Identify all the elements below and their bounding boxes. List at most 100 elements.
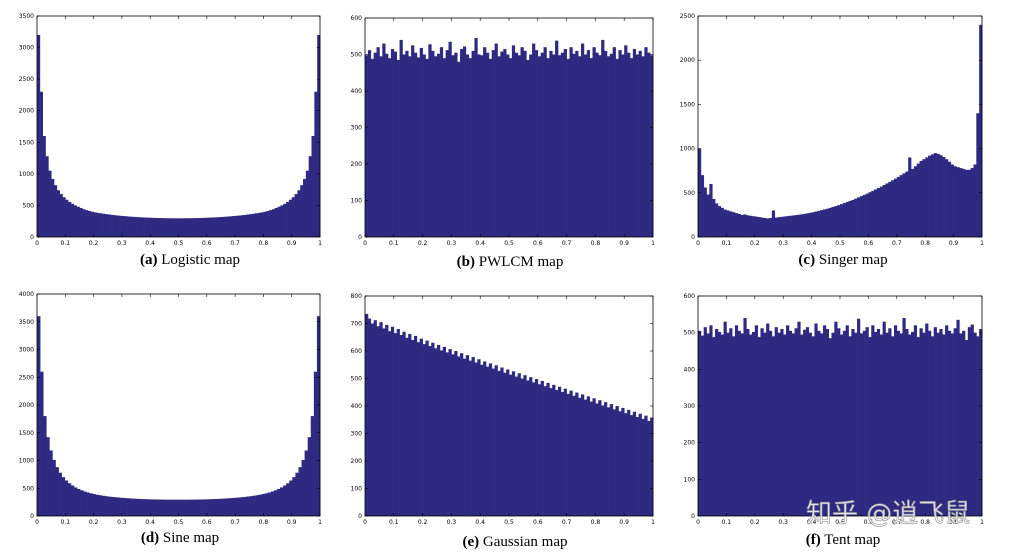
histogram-bar <box>627 52 631 238</box>
histogram-bar <box>811 336 815 516</box>
histogram-bar <box>172 499 176 516</box>
histogram-bar <box>746 215 750 237</box>
histogram-bar <box>777 217 781 237</box>
y-tick-label: 100 <box>351 486 363 493</box>
histogram-bar <box>314 91 318 238</box>
histogram-bar <box>37 316 41 516</box>
y-tick-label: 400 <box>351 88 363 95</box>
chart-panel-e: 0 100 200 300 400 500 600 700 800 0 0.1 0.2 0.3 0.4 0.… <box>351 293 656 550</box>
histogram-bar <box>811 212 815 237</box>
histogram-bar <box>908 157 912 237</box>
x-tick-label: 0.7 <box>230 519 240 526</box>
caption-c: (c) Singer map <box>798 252 887 268</box>
histogram-bar <box>365 55 369 238</box>
caption-label: (e) <box>463 534 480 550</box>
x-tick-label: 0.1 <box>722 519 732 526</box>
histogram-bar <box>258 494 262 516</box>
histogram-bar <box>120 497 124 516</box>
histogram-bar <box>546 58 550 238</box>
histogram-bar <box>45 156 49 237</box>
histogram-bar <box>280 487 284 516</box>
histogram-bar <box>497 370 501 516</box>
histogram-bar <box>511 371 516 516</box>
y-tick-label: 0 <box>691 234 695 241</box>
histogram-bar <box>474 38 478 237</box>
histogram-bar <box>76 206 80 237</box>
histogram-bar <box>575 392 579 516</box>
histogram-bar <box>743 318 747 516</box>
histogram-bar <box>851 329 855 516</box>
x-tick-label: 0.1 <box>61 519 71 526</box>
histogram-bar <box>144 499 149 516</box>
histogram-bar <box>385 324 389 517</box>
histogram-bar <box>439 47 444 238</box>
y-tick-label: 0 <box>358 234 362 241</box>
histogram-bar <box>246 496 250 516</box>
histogram-bar <box>848 336 852 516</box>
histogram-bar <box>138 217 143 237</box>
histogram-bar <box>817 330 821 516</box>
histogram-bar <box>102 213 106 237</box>
histogram-bar <box>822 209 827 237</box>
histogram-bar <box>297 190 301 237</box>
histogram-bar <box>442 346 446 517</box>
histogram-bar <box>295 472 299 516</box>
histogram-bar <box>203 499 207 516</box>
histogram-bar <box>706 194 710 237</box>
histogram-bar <box>448 349 452 516</box>
histogram-bar <box>771 336 776 516</box>
histogram-bar <box>763 217 767 237</box>
histogram-bar <box>270 491 275 516</box>
histogram-bar <box>828 338 832 516</box>
histogram-bar <box>757 217 761 237</box>
histogram-bar <box>428 346 432 516</box>
histogram-bar <box>581 43 585 237</box>
histogram-bar <box>316 316 321 516</box>
histogram-bar <box>147 499 152 516</box>
histogram-bar <box>276 488 281 516</box>
x-tick-label: 0.6 <box>202 240 212 247</box>
histogram-bar <box>700 335 705 516</box>
histogram-bar <box>592 47 596 238</box>
plot-frame <box>36 293 321 517</box>
histogram-bar <box>549 388 553 517</box>
histogram-bar <box>90 211 94 237</box>
histogram-bar <box>399 39 403 238</box>
histogram-bar <box>740 214 744 237</box>
histogram-bar <box>227 498 232 516</box>
histogram-bar <box>116 497 121 516</box>
histogram-bar <box>563 49 567 237</box>
histogram-bar <box>193 499 198 516</box>
histogram-bar <box>734 213 739 237</box>
histogram-bar <box>445 352 449 517</box>
histogram-bar <box>166 499 170 516</box>
histogram-bar <box>413 335 418 517</box>
histogram-bar <box>635 54 639 237</box>
histogram-bar <box>865 193 869 237</box>
histogram-bar <box>267 492 272 516</box>
histogram-bar <box>110 214 114 237</box>
histogram-bar <box>717 206 722 237</box>
histogram-bar <box>64 480 69 516</box>
y-tick-label: 200 <box>684 440 696 447</box>
x-tick-label: 0.3 <box>117 240 127 247</box>
histogram-bar <box>891 180 895 237</box>
histogram-bar <box>76 488 81 516</box>
histogram-bar <box>913 166 918 237</box>
caption-label: (a) <box>140 252 158 268</box>
histogram-bar <box>604 402 608 516</box>
histogram-bar <box>73 487 78 516</box>
histogram-bar <box>712 337 716 516</box>
histogram-bar <box>434 348 438 516</box>
histogram-bar <box>237 215 242 237</box>
histogram-bar <box>589 401 593 516</box>
histogram-bar <box>233 497 238 516</box>
histogram-bar <box>113 497 118 516</box>
histogram-bar <box>953 166 957 237</box>
histogram-bar <box>902 173 906 237</box>
histogram-bar <box>919 160 923 237</box>
histogram-bar <box>627 409 631 516</box>
x-tick-label: 0.6 <box>864 519 874 526</box>
histogram-bar <box>104 496 109 516</box>
histogram-bar <box>837 205 841 237</box>
